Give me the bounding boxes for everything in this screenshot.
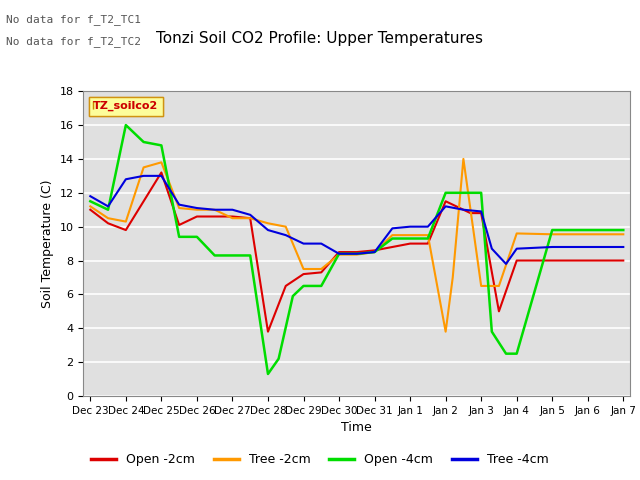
Text: No data for f_T2_TC1: No data for f_T2_TC1 xyxy=(6,14,141,25)
Y-axis label: Soil Temperature (C): Soil Temperature (C) xyxy=(41,180,54,308)
Legend: TZ_soilco2: TZ_soilco2 xyxy=(89,97,163,116)
Text: No data for f_T2_TC2: No data for f_T2_TC2 xyxy=(6,36,141,47)
Legend: Open -2cm, Tree -2cm, Open -4cm, Tree -4cm: Open -2cm, Tree -2cm, Open -4cm, Tree -4… xyxy=(86,448,554,471)
X-axis label: Time: Time xyxy=(341,421,372,434)
Text: Tonzi Soil CO2 Profile: Upper Temperatures: Tonzi Soil CO2 Profile: Upper Temperatur… xyxy=(157,31,483,46)
